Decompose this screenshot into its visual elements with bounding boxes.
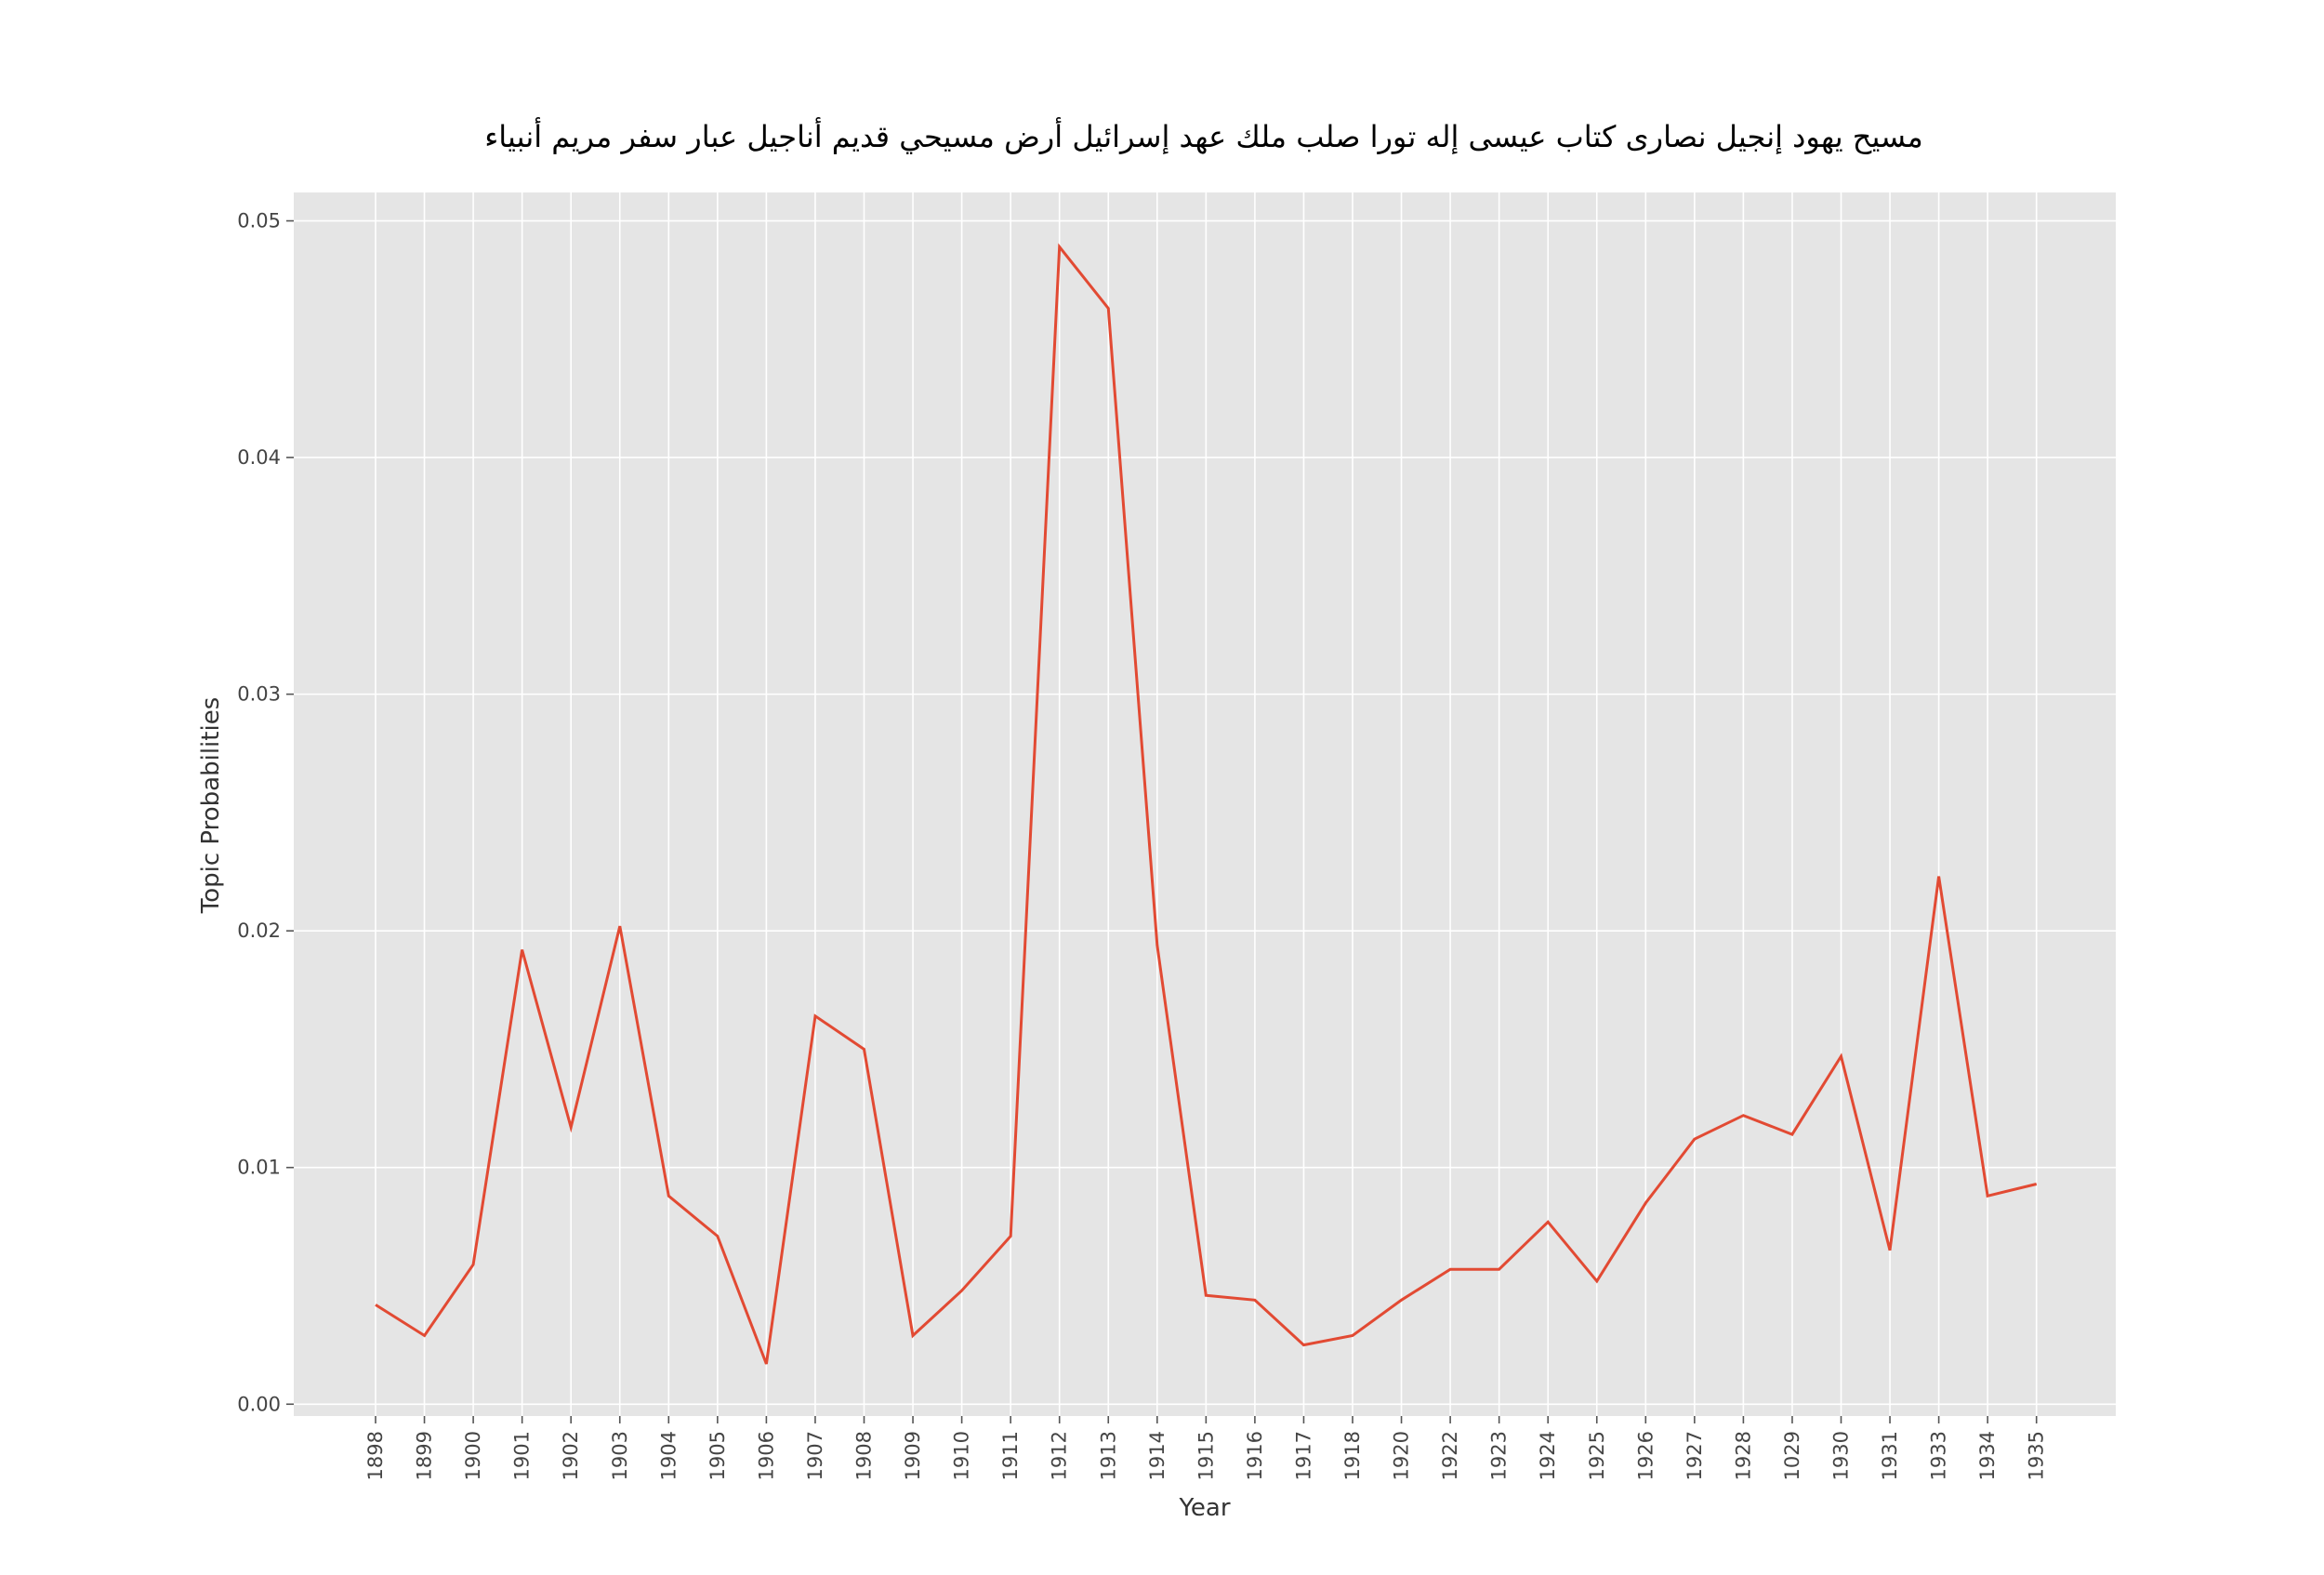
x-tick-label: 1930 xyxy=(1830,1431,1853,1480)
x-axis-label: Year xyxy=(1178,1494,1230,1522)
x-tick-label: 1926 xyxy=(1634,1431,1657,1480)
x-tick-label: 1899 xyxy=(414,1431,436,1480)
x-tick-label: 1911 xyxy=(999,1431,1022,1480)
series-layer xyxy=(375,243,2038,1365)
x-tick-label: 1902 xyxy=(560,1431,582,1480)
x-tick-label: 1905 xyxy=(706,1431,729,1480)
x-tick-label: 1927 xyxy=(1684,1431,1706,1480)
y-tick-label: 0.04 xyxy=(237,446,281,469)
y-axis-ticks: 0.00 0.01 0.02 0.03 0.04 0.05 xyxy=(237,210,294,1415)
x-tick-label: 1901 xyxy=(511,1431,534,1480)
x-tick-label: 1903 xyxy=(609,1431,631,1480)
y-tick-label: 0.05 xyxy=(237,210,281,232)
x-tick-label: 1925 xyxy=(1586,1431,1608,1480)
series-line xyxy=(375,243,2038,1365)
x-tick-label: 1920 xyxy=(1391,1431,1413,1480)
chart-title: مسيح يهود إنجيل نصارى كتاب عيسى إله تورا… xyxy=(484,117,1923,154)
x-tick-label: 1933 xyxy=(1928,1431,1950,1480)
x-tick-label: 1912 xyxy=(1049,1431,1071,1480)
x-tick-label: 1934 xyxy=(1976,1431,1999,1480)
x-tick-label: 1909 xyxy=(902,1431,924,1480)
x-tick-label: 1917 xyxy=(1292,1431,1314,1480)
x-tick-label: 1904 xyxy=(657,1431,680,1480)
x-tick-label: 1935 xyxy=(2026,1431,2048,1480)
y-tick-label: 0.00 xyxy=(237,1393,281,1415)
x-tick-label: 1913 xyxy=(1097,1431,1119,1480)
x-tick-label: 1923 xyxy=(1488,1431,1511,1480)
x-tick-label: 1900 xyxy=(462,1431,484,1480)
x-tick-label: 1916 xyxy=(1244,1431,1266,1480)
x-tick-label: 1918 xyxy=(1341,1431,1364,1480)
x-tick-label: 1029 xyxy=(1781,1431,1803,1480)
y-tick-label: 0.02 xyxy=(237,920,281,942)
y-gridlines xyxy=(294,219,2116,1406)
x-tick-label: 1914 xyxy=(1146,1431,1169,1480)
x-tick-label: 1908 xyxy=(853,1431,876,1480)
y-axis-label: Topic Probabilities xyxy=(197,697,225,914)
x-tick-label: 1928 xyxy=(1732,1431,1754,1480)
plot-background xyxy=(294,192,2116,1416)
x-tick-label: 1931 xyxy=(1879,1431,1901,1480)
y-tick-label: 0.01 xyxy=(237,1157,281,1179)
x-tick-label: 1910 xyxy=(951,1431,973,1480)
x-axis-ticks: 1898 1899 1900 1901 1902 1903 1904 1905 1906 1907… xyxy=(364,1416,2048,1480)
x-tick-label: 1924 xyxy=(1537,1431,1559,1480)
x-tick-label: 1907 xyxy=(804,1431,826,1480)
x-tick-label: 1898 xyxy=(364,1431,387,1480)
y-tick-label: 0.03 xyxy=(237,683,281,706)
x-tick-label: 1922 xyxy=(1439,1431,1461,1480)
x-tick-label: 1915 xyxy=(1195,1431,1217,1480)
x-tick-label: 1906 xyxy=(755,1431,777,1480)
x-gridlines xyxy=(375,192,2038,1416)
